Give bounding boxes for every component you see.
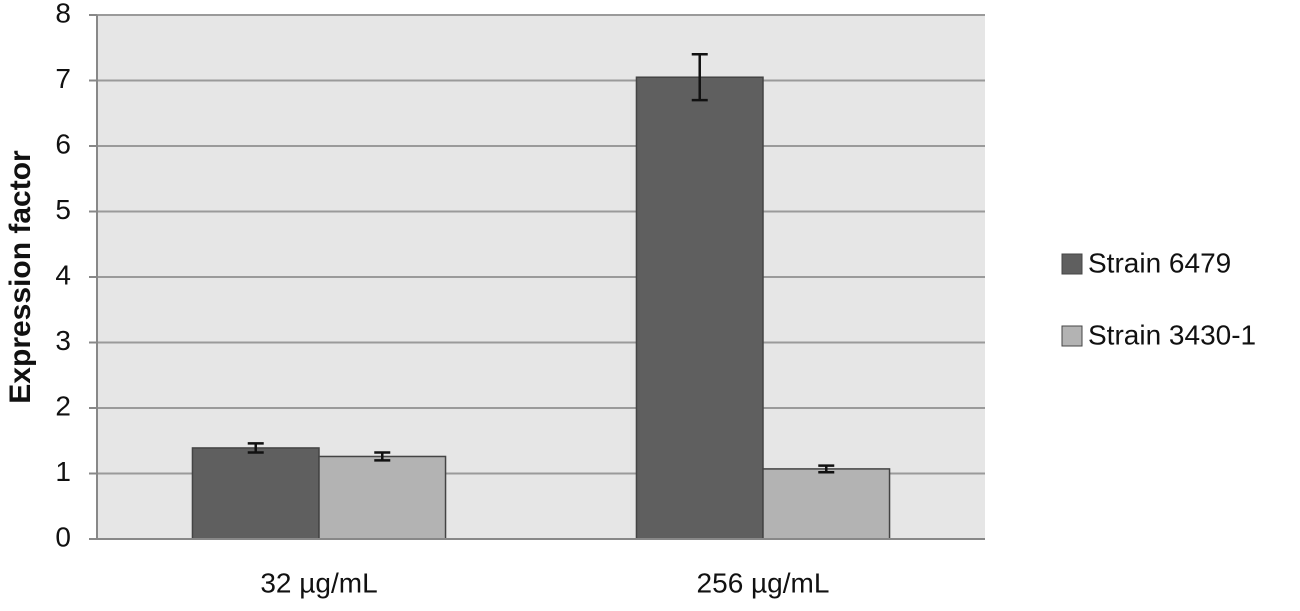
y-tick-label: 5 [55, 194, 71, 225]
y-tick-label: 2 [55, 390, 71, 421]
bar [762, 468, 891, 540]
legend-label: Strain 6479 [1088, 247, 1231, 278]
legend-swatch [1061, 325, 1083, 347]
bar [635, 76, 764, 540]
x-tick-label: 256 µg/mL [697, 567, 830, 598]
y-tick-label: 6 [55, 128, 71, 159]
legend-label: Strain 3430-1 [1088, 319, 1256, 350]
legend-swatch [1061, 253, 1083, 275]
x-tick-label: 32 µg/mL [260, 567, 377, 598]
y-tick-label: 4 [55, 259, 71, 290]
y-axis-label: Expression factor [4, 150, 37, 404]
y-tick-label: 3 [55, 325, 71, 356]
y-tick-label: 8 [55, 0, 71, 28]
y-tick-label: 1 [55, 456, 71, 487]
bar [318, 455, 447, 540]
bar [191, 447, 320, 540]
y-tick-label: 0 [55, 521, 71, 552]
y-tick-label: 7 [55, 63, 71, 94]
